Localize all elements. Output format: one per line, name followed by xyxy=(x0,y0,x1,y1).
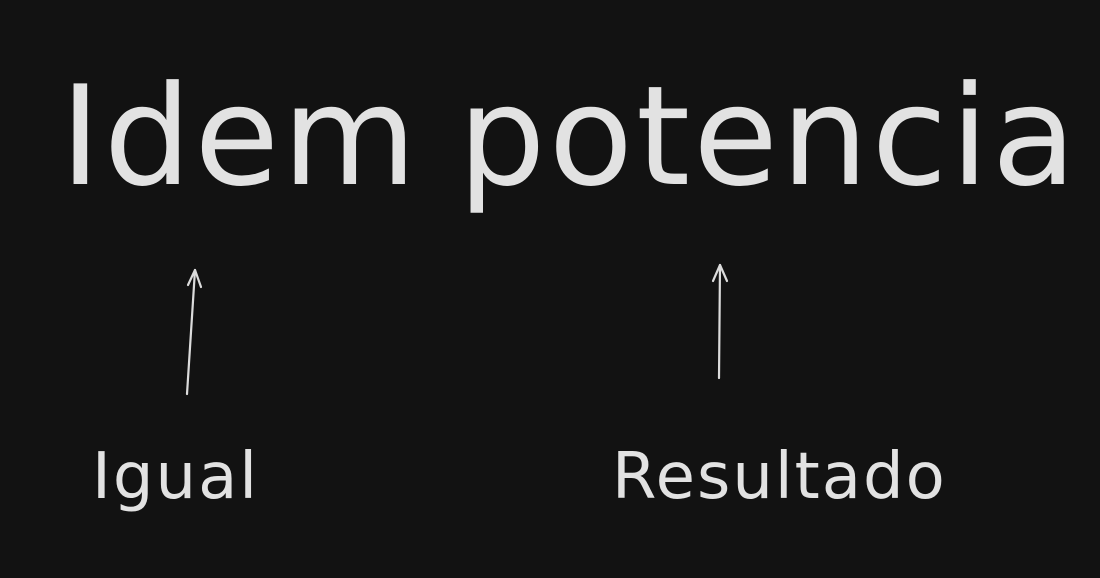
heading-word-idem: Idem xyxy=(60,56,420,217)
arrow-right xyxy=(711,263,729,380)
arrow-right-head xyxy=(711,263,729,283)
arrow-left-shaft xyxy=(185,268,197,396)
arrow-left-head xyxy=(186,268,203,289)
arrow-left xyxy=(185,268,203,396)
arrow-right-shaft xyxy=(717,263,722,380)
label-igual: Igual xyxy=(92,440,260,514)
label-resultado: Resultado xyxy=(612,440,947,514)
heading-word-potencia: potencia xyxy=(458,56,1080,217)
